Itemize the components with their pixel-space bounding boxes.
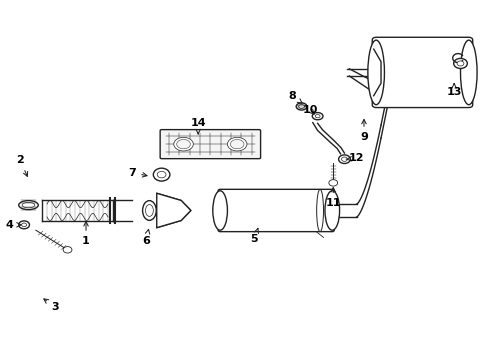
Text: 4: 4: [5, 220, 21, 230]
Text: 1: 1: [82, 222, 90, 246]
Ellipse shape: [325, 191, 339, 230]
Circle shape: [341, 157, 346, 161]
Ellipse shape: [153, 168, 169, 181]
Ellipse shape: [315, 114, 320, 118]
Polygon shape: [157, 193, 190, 228]
Text: 10: 10: [302, 105, 317, 115]
FancyBboxPatch shape: [218, 189, 333, 231]
Ellipse shape: [212, 191, 227, 230]
Text: 2: 2: [16, 155, 27, 176]
Ellipse shape: [312, 113, 323, 120]
FancyBboxPatch shape: [371, 37, 472, 108]
Ellipse shape: [22, 202, 35, 208]
Ellipse shape: [145, 204, 153, 216]
Text: 11: 11: [325, 188, 340, 208]
Ellipse shape: [176, 139, 190, 149]
Circle shape: [338, 155, 349, 163]
Ellipse shape: [367, 40, 384, 105]
Text: 5: 5: [250, 228, 258, 244]
Ellipse shape: [173, 137, 193, 151]
Text: 8: 8: [288, 91, 302, 103]
Text: 3: 3: [44, 299, 59, 312]
Circle shape: [456, 61, 463, 66]
Ellipse shape: [298, 104, 304, 108]
Ellipse shape: [157, 171, 165, 178]
Ellipse shape: [460, 40, 476, 105]
Ellipse shape: [19, 201, 38, 210]
Text: 9: 9: [359, 120, 367, 142]
Ellipse shape: [230, 139, 244, 149]
Text: 7: 7: [128, 168, 147, 178]
Ellipse shape: [142, 201, 156, 220]
FancyBboxPatch shape: [160, 130, 260, 159]
Circle shape: [328, 180, 337, 186]
Ellipse shape: [227, 137, 246, 151]
Circle shape: [19, 221, 29, 229]
Text: 6: 6: [142, 229, 150, 246]
Text: 12: 12: [346, 153, 364, 163]
Text: 13: 13: [446, 84, 461, 97]
Text: 14: 14: [190, 118, 205, 134]
Circle shape: [21, 223, 26, 226]
Ellipse shape: [316, 189, 323, 231]
Circle shape: [453, 58, 467, 68]
Circle shape: [63, 247, 72, 253]
Ellipse shape: [296, 103, 306, 110]
